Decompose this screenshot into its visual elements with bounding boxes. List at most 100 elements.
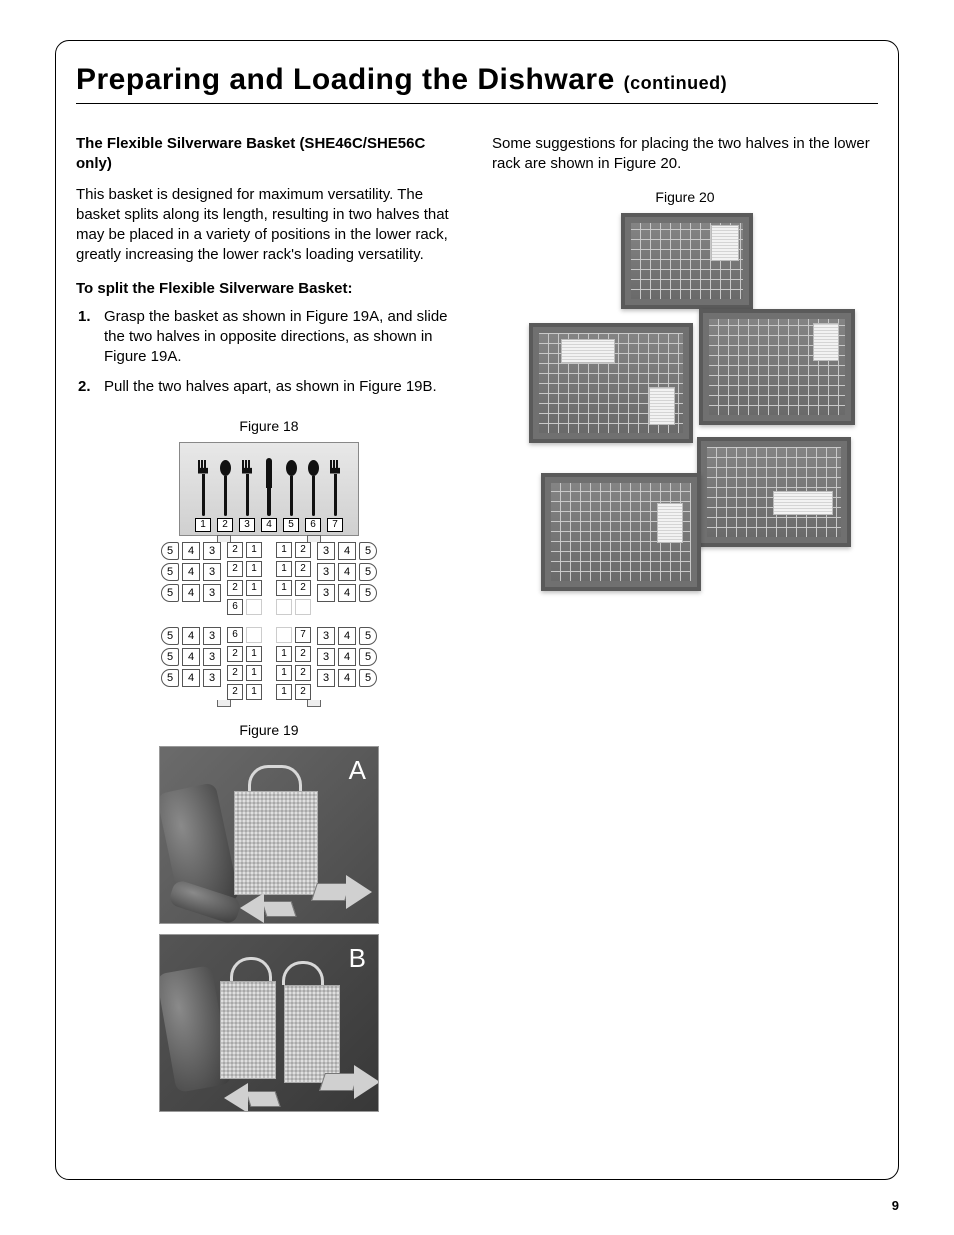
utensil-spoon-icon <box>305 452 321 516</box>
rack-photo-5 <box>541 473 701 591</box>
basket-slot: 2 <box>227 561 243 577</box>
utensil-strip: 1234567 <box>179 442 359 536</box>
utensil-slot-number: 7 <box>327 518 343 532</box>
basket-slot: 1 <box>246 646 262 662</box>
basket-slot: 3 <box>317 584 335 602</box>
utensil-fork-icon <box>327 452 343 516</box>
figure-20-caption: Figure 20 <box>492 189 878 205</box>
basket-slot <box>246 599 262 615</box>
basket-slot: 2 <box>227 684 243 700</box>
utensil-fork-icon <box>239 452 255 516</box>
basket-slot: 5 <box>161 669 179 687</box>
utensil-spoon-icon <box>217 452 233 516</box>
utensil-slot-number: 2 <box>217 518 233 532</box>
basket-slot: 5 <box>161 584 179 602</box>
basket-slot: 3 <box>317 627 335 645</box>
basket-slot: 2 <box>295 684 311 700</box>
title-rule <box>76 103 878 104</box>
basket-slot: 1 <box>276 684 292 700</box>
basket-slot: 3 <box>203 648 221 666</box>
basket-slot: 5 <box>161 627 179 645</box>
figure-19b-label: B <box>349 943 366 974</box>
basket-slot: 5 <box>359 627 377 645</box>
title-continued: (continued) <box>624 73 727 93</box>
rack-photo-2 <box>529 323 693 443</box>
basket-slot: 4 <box>338 542 356 560</box>
split-steps: 1.Grasp the basket as shown in Figure 19… <box>76 307 462 398</box>
basket-slot <box>295 599 311 615</box>
basket-slot: 6 <box>227 627 243 643</box>
figure-19a-label: A <box>349 755 366 786</box>
basket-slot: 1 <box>276 580 292 596</box>
basket-slot: 2 <box>295 646 311 662</box>
utensil-slot-number: 5 <box>283 518 299 532</box>
basket-slot: 4 <box>338 563 356 581</box>
utensil-fork-icon <box>195 452 211 516</box>
basket-slot: 1 <box>246 542 262 558</box>
basket-slot: 4 <box>338 669 356 687</box>
utensil-slot-number: 4 <box>261 518 277 532</box>
basket-slot: 7 <box>295 627 311 643</box>
content-columns: The Flexible Silverware Basket (SHE46C/S… <box>76 134 878 1122</box>
basket-slot: 1 <box>246 684 262 700</box>
page-frame: Preparing and Loading the Dishware (cont… <box>55 40 899 1180</box>
utensil-slot-number: 3 <box>239 518 255 532</box>
basket-grid-diagram: 5435435432112211221126345345345 54354354… <box>139 542 399 700</box>
basket-slot: 1 <box>246 561 262 577</box>
figure-19: A B <box>159 746 379 1112</box>
basket-slot: 2 <box>227 580 243 596</box>
basket-slot: 1 <box>246 580 262 596</box>
basket-slot: 4 <box>338 648 356 666</box>
basket-slot: 5 <box>161 648 179 666</box>
basket-slot: 1 <box>246 665 262 681</box>
basket-slot: 4 <box>182 627 200 645</box>
basket-slot: 1 <box>276 646 292 662</box>
right-column: Some suggestions for placing the two hal… <box>492 134 878 1122</box>
figure-19b-photo: B <box>159 934 379 1112</box>
basket-slot: 2 <box>295 561 311 577</box>
basket-slot: 1 <box>276 665 292 681</box>
rack-photo-3 <box>699 309 855 425</box>
basket-slot: 3 <box>203 542 221 560</box>
utensil-slot-number: 6 <box>305 518 321 532</box>
basket-slot <box>276 599 292 615</box>
basket-slot: 5 <box>359 648 377 666</box>
basket-slot <box>276 627 292 643</box>
basket-slot: 5 <box>359 669 377 687</box>
title-main: Preparing and Loading the Dishware <box>76 63 615 96</box>
left-column: The Flexible Silverware Basket (SHE46C/S… <box>76 134 462 1122</box>
basket-slot: 2 <box>227 665 243 681</box>
page-title: Preparing and Loading the Dishware (cont… <box>76 63 878 97</box>
figure-20 <box>515 213 855 613</box>
basket-slot: 2 <box>295 580 311 596</box>
right-intro: Some suggestions for placing the two hal… <box>492 134 878 175</box>
basket-slot: 3 <box>317 542 335 560</box>
basket-intro: This basket is designed for maximum vers… <box>76 185 462 266</box>
basket-slot: 2 <box>227 542 243 558</box>
basket-slot: 3 <box>317 648 335 666</box>
basket-slot <box>246 627 262 643</box>
utensil-knife-icon <box>261 452 277 516</box>
figure-18: 1234567 5435435432112211221126345345345 … <box>139 442 399 700</box>
utensil-slot-number: 1 <box>195 518 211 532</box>
basket-slot: 3 <box>203 584 221 602</box>
rack-photo-4 <box>697 437 851 547</box>
basket-slot: 4 <box>182 542 200 560</box>
basket-slot: 2 <box>295 665 311 681</box>
basket-slot: 6 <box>227 599 243 615</box>
basket-slot: 3 <box>203 627 221 645</box>
rack-photo-1 <box>621 213 753 309</box>
basket-slot: 3 <box>317 669 335 687</box>
basket-slot: 1 <box>276 542 292 558</box>
basket-slot: 4 <box>182 563 200 581</box>
basket-slot: 2 <box>227 646 243 662</box>
basket-slot: 1 <box>276 561 292 577</box>
basket-slot: 2 <box>295 542 311 558</box>
basket-slot: 4 <box>338 584 356 602</box>
basket-subhead: The Flexible Silverware Basket (SHE46C/S… <box>76 134 462 175</box>
utensil-spoon-icon <box>283 452 299 516</box>
basket-slot: 4 <box>338 627 356 645</box>
basket-slot: 5 <box>359 584 377 602</box>
basket-slot: 3 <box>203 669 221 687</box>
figure-18-caption: Figure 18 <box>76 418 462 434</box>
